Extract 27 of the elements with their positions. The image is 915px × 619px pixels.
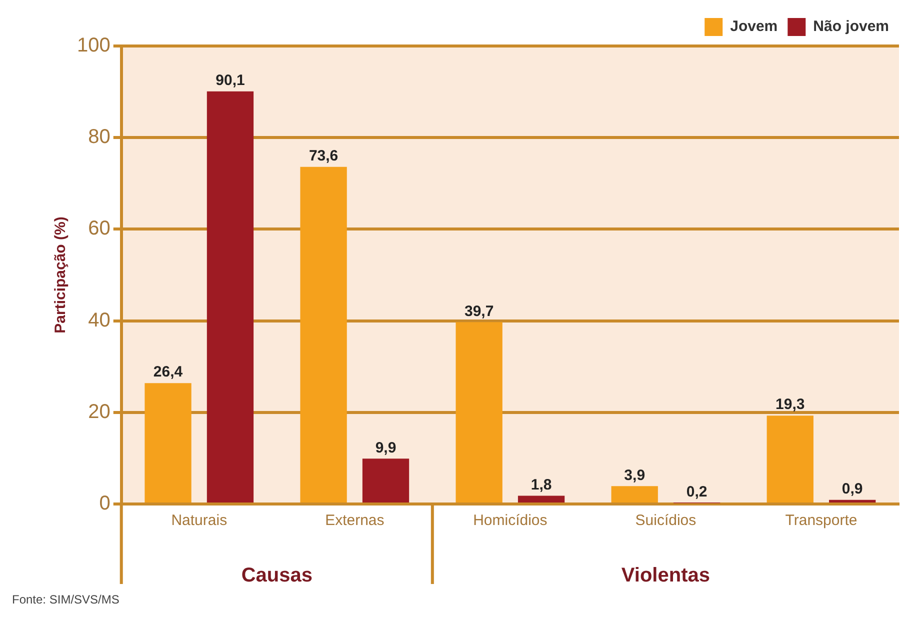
y-tick-label: 100 [76, 34, 110, 57]
x-tick-label: Transporte [785, 512, 858, 530]
data-label: 0,2 [686, 484, 708, 501]
y-tick-label: 60 [88, 218, 110, 240]
y-tick-label: 0 [99, 492, 110, 515]
y-tick-label: 20 [88, 400, 110, 423]
data-label: 73,6 [308, 148, 338, 165]
text: Violentas [621, 564, 710, 587]
x-tick-label: Naturais [171, 512, 228, 530]
data-label: 3,9 [624, 466, 646, 484]
y-tick-label: 40 [88, 309, 110, 332]
data-label: 9,9 [375, 439, 396, 456]
x-tick-label: Homicídios [473, 512, 548, 530]
data-label: 19,3 [776, 396, 805, 414]
data-label: 0,9 [842, 480, 863, 498]
data-label: 90,1 [216, 72, 245, 89]
source-note: Fonte: SIM/SVS/MS [12, 592, 120, 606]
x-tick-label: Suicídios [635, 512, 696, 530]
y-axis-title: Participação (%) [52, 216, 70, 334]
data-label: 1,8 [530, 476, 552, 494]
data-label: 39,7 [464, 302, 494, 320]
y-tick-label: 80 [88, 126, 110, 148]
x-tick-label: Externas [325, 512, 384, 530]
data-label: 26,4 [153, 364, 184, 381]
legend-label: Jovem [730, 18, 778, 36]
legend-label: Não jovem [813, 18, 889, 36]
text: Causas [241, 564, 312, 587]
